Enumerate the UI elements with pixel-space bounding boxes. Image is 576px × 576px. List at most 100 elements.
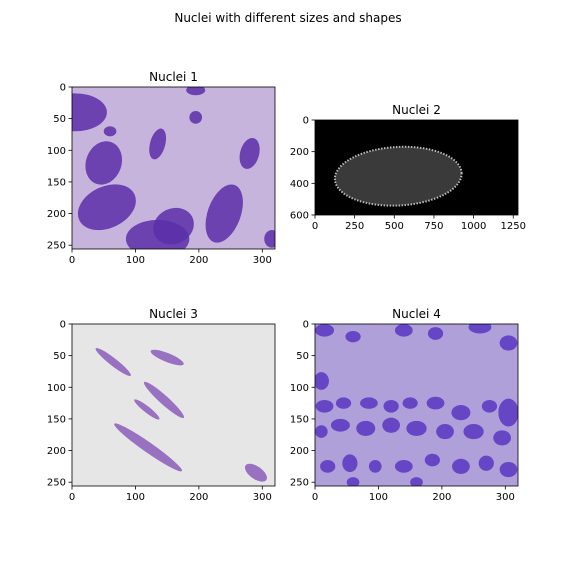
panel-1-x-tick-label: 100 — [126, 255, 145, 266]
panel-2-image — [315, 120, 518, 215]
panel-4-nucleus — [427, 327, 444, 340]
panel-4-nucleus — [315, 425, 328, 438]
panel-1-y-tick-label: 200 — [47, 209, 66, 220]
panel-4-nucleus — [436, 423, 454, 440]
panel-4-nucleus — [499, 461, 518, 478]
panel-4-x-tick-label: 200 — [432, 492, 451, 503]
panel-4-nucleus — [335, 397, 352, 409]
panel-4-nucleus — [498, 398, 518, 427]
panel-3-x-tick-label: 100 — [126, 492, 145, 503]
panel-3-y-tick-label: 200 — [47, 446, 66, 457]
panel-1-nucleus — [103, 126, 117, 137]
panel-4-nucleus — [463, 423, 484, 440]
figure-suptitle: Nuclei with different sizes and shapes — [174, 11, 401, 25]
panel-1-y-tick-label: 150 — [47, 177, 66, 188]
panel-3-x-tick-label: 0 — [69, 492, 75, 503]
panel-2-x-tick-label: 250 — [345, 221, 364, 232]
panel-3-nucleus — [244, 463, 267, 482]
panel-2: Nuclei 2 0 250 500 750 1000 1250 0 200 400 600 — [290, 103, 526, 232]
panel-4-nucleus — [330, 418, 350, 432]
panel-3-y-tick-label: 50 — [53, 351, 66, 362]
panel-2-y-tick-label: 0 — [303, 116, 309, 127]
panel-1-y-tick-label: 0 — [60, 83, 66, 94]
panel-1-nucleus — [72, 93, 107, 132]
panel-2-x-tick-label: 1000 — [461, 221, 486, 232]
panel-1-frame — [71, 86, 276, 250]
panel-3-x-tick-label: 200 — [189, 492, 208, 503]
panel-1-nucleus — [85, 141, 123, 185]
panel-3-frame — [71, 323, 276, 487]
panel-3-nucleus — [143, 381, 185, 419]
panel-3-y-tick-label: 150 — [47, 414, 66, 425]
panel-3-nucleus — [95, 347, 131, 376]
panel-1-nucleus — [149, 128, 167, 160]
panel-4-y-tick-label: 50 — [296, 351, 309, 362]
panel-4-nucleus — [394, 460, 413, 473]
panel-3: Nuclei 3 0 100 200 300 0 50 100 150 200 250 — [47, 307, 276, 503]
panel-1-x-tick-label: 200 — [189, 255, 208, 266]
panel-4-y-tick-label: 100 — [290, 383, 309, 394]
panel-4-nucleus — [481, 399, 498, 413]
panel-1-title: Nuclei 1 — [149, 70, 198, 84]
panel-1: Nuclei 1 0 100 200 300 0 50 100 150 200 250 — [47, 70, 276, 266]
panel-4-nucleus — [406, 420, 427, 437]
panel-4-nucleus — [493, 430, 512, 446]
panel-4-image — [315, 324, 518, 486]
panel-4-nucleus — [424, 453, 440, 467]
panel-4-nucleus — [346, 477, 360, 486]
panel-1-x-tick-label: 0 — [69, 255, 75, 266]
panel-4-nucleus — [402, 397, 418, 409]
panel-1-nucleus — [189, 111, 203, 124]
panel-4-nucleus — [383, 399, 399, 413]
panel-2-y-tick-label: 200 — [290, 147, 309, 158]
panel-4-nucleus — [451, 405, 471, 421]
panel-4-nucleus — [320, 460, 336, 473]
panel-4-nucleus — [499, 335, 518, 351]
panel-4-frame — [314, 323, 519, 487]
panel-4-nucleus — [468, 324, 492, 334]
panel-1-nucleus — [153, 207, 194, 245]
panel-3-y-tick-label: 100 — [47, 383, 66, 394]
panel-2-title: Nuclei 2 — [392, 103, 441, 117]
panel-2-y-tick-label: 600 — [290, 211, 309, 222]
panel-1-nucleus — [186, 87, 206, 96]
panel-1-nucleus — [239, 137, 260, 169]
panel-3-y-tick-label: 250 — [47, 478, 66, 489]
panel-4-x-tick-label: 100 — [369, 492, 388, 503]
panel-4-nucleus — [315, 324, 335, 337]
panel-4-x-tick-label: 0 — [312, 492, 318, 503]
panel-3-nucleus — [150, 349, 184, 366]
panel-4-nucleus — [342, 454, 358, 473]
panel-1-nucleus — [77, 184, 136, 231]
panel-3-nucleus — [134, 399, 160, 420]
panel-1-nucleus — [205, 184, 243, 243]
panel-4-nucleus — [394, 324, 413, 337]
panel-4-y-tick-label: 200 — [290, 446, 309, 457]
panel-4-nucleus — [452, 458, 470, 474]
panel-3-x-tick-label: 300 — [253, 492, 272, 503]
panel-4-nucleus — [360, 397, 378, 409]
panel-3-title: Nuclei 3 — [149, 307, 198, 321]
panel-2-x-tick-label: 750 — [424, 221, 443, 232]
panel-4-title: Nuclei 4 — [392, 307, 441, 321]
panel-4-y-tick-label: 150 — [290, 414, 309, 425]
panel-4-nucleus — [345, 330, 361, 343]
panel-2-x-tick-label: 0 — [312, 221, 318, 232]
panel-1-x-tick-label: 300 — [253, 255, 272, 266]
panel-1-y-tick-label: 100 — [47, 146, 66, 157]
panel-1-image — [72, 87, 275, 249]
panels: Nuclei 10 100 200 300050100150200250Nuclei … — [47, 70, 526, 503]
panel-4-y-tick-label: 0 — [303, 320, 309, 331]
panel-4-y-tick-label: 250 — [290, 478, 309, 489]
panel-2-x-tick-label: 500 — [385, 221, 404, 232]
panel-4-nucleus — [368, 460, 382, 473]
panel-3-nucleus — [114, 423, 183, 472]
panel-4-nucleus — [410, 477, 423, 486]
panel-2-y-tick-label: 400 — [290, 179, 309, 190]
panel-4-nucleus — [478, 455, 494, 471]
panel-3-y-tick-label: 0 — [60, 320, 66, 331]
panel-2-nucleus — [333, 145, 463, 207]
panel-1-y-tick-label: 50 — [53, 114, 66, 125]
